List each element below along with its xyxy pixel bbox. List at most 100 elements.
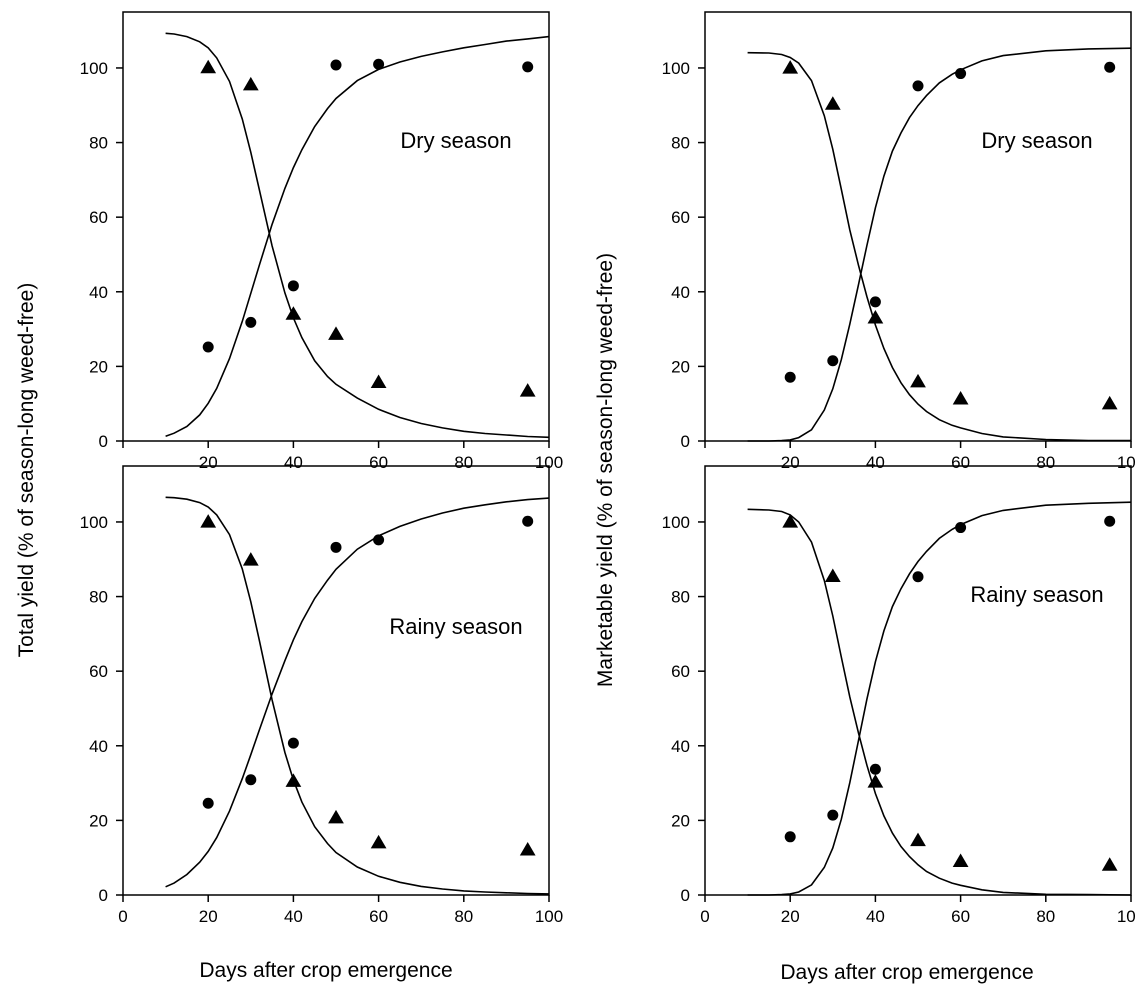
x-tick-label: 60	[369, 907, 388, 926]
y-axis-title-left: Total yield (% of season-long weed-free)	[15, 283, 38, 658]
x-tick-label: 20	[199, 907, 218, 926]
data-point-triangle	[328, 809, 344, 824]
data-point-circle	[522, 61, 534, 73]
fitted-curve-2	[747, 51, 1131, 442]
panel-top-left: 20 40 60 80 100 0 20 40 60 80 100 Dry season	[80, 11, 563, 472]
x-tick-label: 20	[781, 453, 800, 472]
x-axis-title-left: Days after crop emergence	[199, 959, 452, 982]
data-point-triangle	[200, 59, 217, 74]
x-tick-label: 100	[535, 453, 563, 472]
data-point-triangle	[242, 552, 259, 566]
y-axis-title-right: Marketable yield (% of season-long weed-…	[594, 253, 617, 687]
x-tick-label: 80	[1036, 453, 1055, 472]
data-point-triangle	[1101, 857, 1118, 871]
y-tick-label: 20	[89, 811, 108, 830]
x-tick-label: 80	[454, 907, 473, 926]
data-point-circle	[245, 774, 257, 786]
y-tick-label: 0	[99, 432, 108, 451]
data-point-circle	[869, 763, 881, 775]
y-tick-label: 100	[662, 513, 690, 532]
fitted-curve-1	[165, 497, 550, 888]
season-annotation: Rainy season	[389, 614, 522, 639]
y-tick-label: 60	[671, 208, 690, 227]
data-point-triangle	[910, 373, 926, 388]
data-point-triangle	[782, 514, 799, 528]
data-point-circle	[287, 280, 299, 292]
y-tick-label: 40	[89, 737, 108, 756]
x-tick-label: 60	[951, 907, 970, 926]
plot-frame	[122, 465, 550, 896]
data-point-circle	[784, 831, 796, 843]
fitted-curve-1	[747, 501, 1132, 896]
data-point-triangle	[867, 310, 884, 324]
data-point-triangle	[200, 514, 217, 528]
x-axis-title-right: Days after crop emergence	[780, 961, 1033, 984]
y-tick-label: 40	[671, 283, 690, 302]
plot-frame	[122, 11, 550, 442]
data-point-circle	[955, 68, 967, 80]
data-point-circle	[330, 541, 342, 553]
data-point-circle	[330, 59, 342, 71]
data-point-triangle	[824, 568, 841, 583]
panels: 20 40 60 80 100 0 20 40 60 80 100 Dry season 20 40 60 8…	[80, 11, 1135, 926]
y-tick-label: 20	[89, 357, 108, 376]
y-tick-label: 80	[671, 588, 690, 607]
x-tick-label: 80	[454, 453, 473, 472]
y-tick-label: 80	[89, 588, 108, 607]
data-point-triangle	[782, 60, 799, 74]
season-annotation: Dry season	[400, 128, 511, 153]
season-annotation: Dry season	[981, 128, 1092, 153]
y-tick-label: 40	[89, 283, 108, 302]
x-tick-label: 20	[199, 453, 218, 472]
x-tick-label: 100	[535, 907, 563, 926]
y-tick-label: 40	[671, 737, 690, 756]
y-tick-label: 80	[89, 134, 108, 153]
data-point-triangle	[328, 326, 344, 340]
plot-frame	[704, 465, 1132, 896]
x-tick-label: 100	[1117, 907, 1135, 926]
data-point-circle	[827, 809, 839, 821]
data-point-triangle	[910, 832, 926, 847]
y-tick-label: 100	[80, 59, 108, 78]
y-tick-label: 0	[99, 886, 108, 905]
data-point-triangle	[285, 773, 302, 787]
fitted-curve-2	[165, 496, 550, 895]
x-tick-label: 100	[1117, 453, 1135, 472]
season-annotation: Rainy season	[970, 582, 1103, 607]
data-point-circle	[827, 355, 839, 367]
y-tick-label: 100	[662, 59, 690, 78]
data-point-triangle	[824, 96, 841, 110]
fitted-curve-2	[165, 32, 550, 439]
data-point-triangle	[519, 841, 536, 856]
x-tick-label: 60	[369, 453, 388, 472]
data-point-circle	[912, 80, 924, 92]
data-point-triangle	[1101, 395, 1118, 410]
data-point-triangle	[867, 774, 884, 788]
data-point-triangle	[370, 374, 387, 389]
data-point-triangle	[370, 834, 387, 849]
panel-bottom-right: 0 20 40 60 80 100 0 20 40 60 80 100 Rainy season	[662, 465, 1135, 926]
data-point-circle	[869, 296, 881, 308]
x-tick-label: 40	[866, 907, 885, 926]
data-point-circle	[373, 58, 385, 70]
panel-top-right: 20 40 60 80 100 0 20 40 60 80 100 Dry season	[662, 11, 1135, 472]
data-point-circle	[1104, 515, 1116, 527]
panel-bottom-left: 0 20 40 60 80 100 0 20 40 60 80 100 Rainy season	[80, 465, 563, 926]
data-point-circle	[287, 737, 299, 749]
data-point-triangle	[242, 76, 259, 91]
data-point-circle	[522, 515, 534, 527]
data-point-triangle	[952, 390, 969, 405]
data-point-circle	[784, 371, 796, 383]
y-tick-label: 80	[671, 134, 690, 153]
plot-frame	[704, 11, 1132, 442]
x-tick-label: 0	[118, 907, 127, 926]
data-point-circle	[245, 316, 257, 328]
x-tick-label: 20	[781, 907, 800, 926]
x-tick-label: 0	[700, 907, 709, 926]
y-tick-label: 60	[671, 662, 690, 681]
x-tick-label: 60	[951, 453, 970, 472]
x-tick-label: 40	[284, 453, 303, 472]
x-tick-label: 40	[284, 907, 303, 926]
fitted-curve-1	[747, 47, 1132, 442]
